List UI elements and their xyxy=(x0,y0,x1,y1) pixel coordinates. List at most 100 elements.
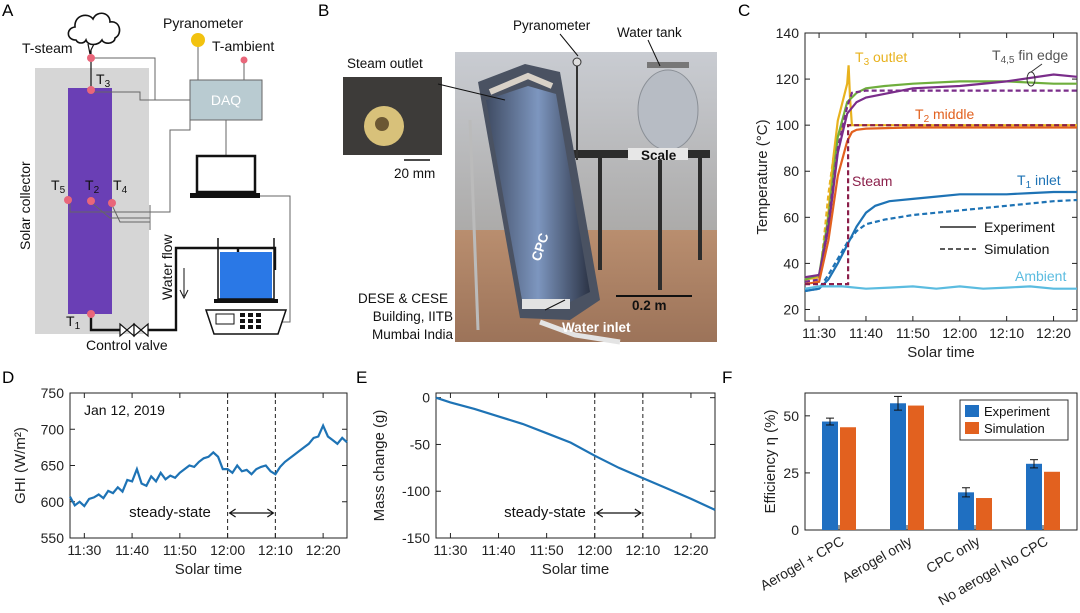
temperature-series-line-6 xyxy=(804,190,1077,293)
steady-state-label: steady-state xyxy=(504,504,586,521)
annotation-label: T2 middle xyxy=(915,106,974,125)
sensor-t3-dot xyxy=(87,86,95,94)
steam-cloud-icon xyxy=(67,12,121,46)
photo-scale xyxy=(628,148,688,160)
y-tick-label: -150 xyxy=(402,530,430,546)
y-axis-label: Temperature (°C) xyxy=(754,119,771,234)
t-steam-label: T-steam xyxy=(22,40,73,56)
arrowhead xyxy=(595,508,604,518)
bar-simulation xyxy=(1044,471,1060,530)
sensor-t2-dot xyxy=(87,197,95,205)
x-tick-label: 12:10 xyxy=(258,542,293,558)
t2-label: T2 xyxy=(85,177,100,196)
category-label: Aerogel only xyxy=(839,533,914,586)
arrowhead xyxy=(634,508,642,518)
beaker-icon xyxy=(217,238,275,300)
temperature-series-line-8 xyxy=(805,124,1077,286)
annotation-pointer xyxy=(1030,63,1043,73)
legend-swatch xyxy=(965,405,979,417)
t-ambient-label: T-ambient xyxy=(212,38,274,54)
y-tick-label: 60 xyxy=(783,209,799,225)
panel-letter-d: D xyxy=(2,368,14,387)
y-tick-label: 120 xyxy=(776,71,800,87)
t3-label: T3 xyxy=(96,71,111,90)
x-tick-label: 12:00 xyxy=(577,542,612,558)
bar-experiment xyxy=(890,403,906,530)
annotation-label: T3 outlet xyxy=(855,49,907,68)
daq-box xyxy=(189,79,263,121)
x-tick-label: 11:50 xyxy=(530,542,564,558)
x-tick-label: 12:10 xyxy=(625,542,660,558)
bar-simulation xyxy=(840,427,856,530)
y-tick-label: 25 xyxy=(783,465,799,481)
daq-label: DAQ xyxy=(211,92,241,108)
plot-frame xyxy=(804,32,1078,322)
x-tick-label: 12:00 xyxy=(210,542,245,558)
y-axis-label: Efficiency η (%) xyxy=(762,410,779,514)
t4-label: T4 xyxy=(113,177,128,196)
photo-location-line-3: Mumbai India xyxy=(372,327,454,342)
y-tick-label: 650 xyxy=(41,458,65,474)
y-tick-label: 750 xyxy=(41,385,65,401)
annotation-label: Ambient xyxy=(1015,268,1066,284)
t5-label: T5 xyxy=(51,177,66,196)
y-tick-label: 550 xyxy=(41,530,65,546)
y-tick-label: 20 xyxy=(783,301,799,317)
x-tick-label: 11:30 xyxy=(802,325,836,341)
steady-state-label: steady-state xyxy=(129,504,211,521)
t1-label: T1 xyxy=(66,313,81,332)
y-axis-label: Mass change (g) xyxy=(371,410,388,522)
y-tick-label: 0 xyxy=(422,390,430,406)
pyranometer-icon xyxy=(191,33,205,47)
photo-pyranometer-label: Pyranometer xyxy=(513,18,591,33)
bar-experiment xyxy=(1026,463,1042,530)
photo-location-line-2: Building, IITB xyxy=(373,309,453,324)
control-valve-label: Control valve xyxy=(86,337,168,353)
x-axis-label: Solar time xyxy=(907,344,975,361)
x-axis-label: Solar time xyxy=(175,561,243,578)
y-tick-label: -50 xyxy=(410,436,430,452)
arrowhead xyxy=(228,508,236,518)
pyranometer-label: Pyranometer xyxy=(163,15,243,31)
panel-letter-b: B xyxy=(318,1,329,20)
panel-letter-c: C xyxy=(738,1,750,20)
photo-water-inlet-label: Water inlet xyxy=(562,320,631,335)
bar-experiment xyxy=(822,421,838,530)
category-label: Aerogel + CPC xyxy=(757,533,846,594)
sensor-t1-dot xyxy=(87,310,95,318)
temperature-series-line-9 xyxy=(804,285,1077,290)
temperature-series-line-7 xyxy=(804,198,1078,293)
sensor-ambient-dot xyxy=(240,56,248,64)
y-axis-label: GHI (W/m²) xyxy=(12,427,29,504)
water-flow-label: Water flow xyxy=(159,234,175,300)
y-tick-label: 140 xyxy=(776,25,800,41)
x-tick-label: 12:10 xyxy=(989,325,1024,341)
category-label: No aerogel No CPC xyxy=(935,533,1050,609)
x-axis-label: Solar time xyxy=(542,561,610,578)
bar-simulation xyxy=(908,405,924,530)
legend-label: Experiment xyxy=(984,404,1050,419)
y-tick-label: -100 xyxy=(402,483,430,499)
weighing-scale-icon xyxy=(204,299,288,335)
x-tick-label: 12:20 xyxy=(306,542,341,558)
panel-letter-e: E xyxy=(356,368,367,387)
category-label: CPC only xyxy=(923,533,982,576)
photo-scale-bar-label: 0.2 m xyxy=(632,298,667,313)
legend-label: Experiment xyxy=(984,219,1055,235)
legend-swatch xyxy=(965,422,979,434)
x-tick-label: 12:20 xyxy=(673,542,708,558)
x-tick-label: 11:50 xyxy=(896,325,930,341)
date-annotation: Jan 12, 2019 xyxy=(84,402,165,418)
y-tick-label: 600 xyxy=(41,494,65,510)
sensor-t4-dot xyxy=(108,199,116,207)
laptop-icon xyxy=(190,154,260,198)
y-tick-label: 700 xyxy=(41,421,65,437)
y-tick-label: 100 xyxy=(776,117,800,133)
plot-frame xyxy=(435,392,716,539)
y-tick-label: 40 xyxy=(783,255,799,271)
x-tick-label: 11:40 xyxy=(849,325,883,341)
